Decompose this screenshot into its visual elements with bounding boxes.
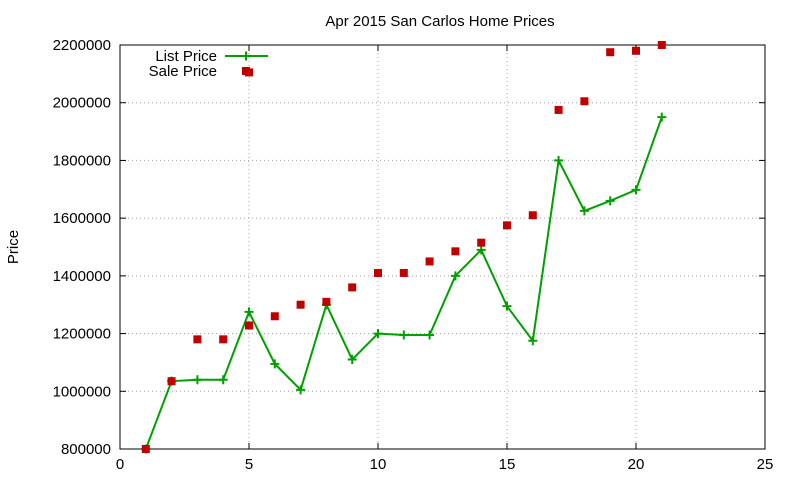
- sale-price-point: [167, 377, 176, 386]
- data-series: [141, 41, 667, 454]
- sale-price-point: [632, 46, 640, 55]
- y-tick-label: 1000000: [53, 383, 111, 400]
- list-price-point: [502, 301, 512, 311]
- legend-marker-list-price: [241, 51, 251, 61]
- grid-lines: [120, 45, 765, 449]
- sale-price-point: [270, 312, 279, 321]
- sale-price-point: [451, 247, 460, 256]
- list-price-point: [605, 196, 615, 206]
- list-price-point: [399, 330, 409, 340]
- list-price-point: [579, 206, 589, 216]
- list-price-point: [218, 375, 228, 385]
- y-tick-label: 1600000: [53, 210, 111, 227]
- chart-title: Apr 2015 San Carlos Home Prices: [325, 13, 554, 30]
- sale-price-point: [374, 268, 382, 277]
- list-price-point: [657, 112, 667, 122]
- sale-price-point: [477, 238, 486, 247]
- list-price-point: [270, 359, 280, 369]
- x-tick-label: 0: [116, 456, 124, 473]
- list-price-point: [296, 385, 306, 395]
- legend-marker-sale-price: [242, 67, 250, 75]
- x-tick-label: 25: [757, 456, 774, 473]
- sale-price-point: [322, 297, 331, 306]
- list-price-point: [192, 375, 202, 385]
- legend-label-list-price: List Price: [155, 48, 217, 65]
- legend-entry-sale-price: Sale Price: [149, 63, 250, 80]
- sale-price-point: [399, 268, 408, 277]
- legend-label-sale-price: Sale Price: [149, 63, 217, 80]
- list-price-point: [528, 336, 538, 346]
- sale-price-point: [606, 48, 615, 57]
- list-price-line: [144, 116, 663, 450]
- sale-price-point: [425, 257, 434, 266]
- list-price-point: [425, 330, 435, 340]
- sale-price-point: [245, 321, 253, 330]
- sale-price-point: [296, 300, 305, 309]
- sale-price-point: [193, 335, 202, 344]
- sale-price-point: [141, 445, 150, 453]
- x-tick-label: 15: [499, 456, 516, 473]
- y-tick-label: 800000: [61, 441, 111, 458]
- legend-entry-list-price: List Price: [155, 48, 268, 65]
- plot-area-frame: [119, 44, 766, 450]
- y-axis-label: Price: [5, 230, 22, 264]
- list-price-point: [554, 155, 564, 165]
- list-price-point: [373, 329, 383, 339]
- y-tick-label: 1800000: [53, 152, 111, 169]
- sale-price-point: [503, 221, 511, 230]
- sale-price-point: [657, 41, 666, 49]
- sale-price-point: [580, 97, 589, 106]
- axis-ticks: 0 5 10 15 20 25 800000 1000000 1200000 1400000 160…: [53, 37, 774, 473]
- legend: List Price Sale Price: [149, 48, 268, 80]
- x-tick-label: 10: [370, 456, 387, 473]
- list-price-point: [476, 245, 486, 255]
- x-tick-label: 20: [628, 456, 645, 473]
- list-price-point: [631, 185, 641, 195]
- list-price-point: [244, 307, 254, 317]
- list-price-point: [347, 355, 357, 365]
- sale-price-point: [348, 283, 357, 292]
- y-tick-label: 2200000: [53, 37, 111, 54]
- sale-price-point: [219, 335, 228, 344]
- y-tick-label: 1200000: [53, 326, 111, 343]
- y-tick-label: 2000000: [53, 95, 111, 112]
- list-price-point: [450, 271, 460, 281]
- sale-price-point: [554, 105, 563, 114]
- y-tick-label: 1400000: [53, 268, 111, 285]
- x-tick-label: 5: [245, 456, 253, 473]
- sale-price-point: [528, 211, 537, 220]
